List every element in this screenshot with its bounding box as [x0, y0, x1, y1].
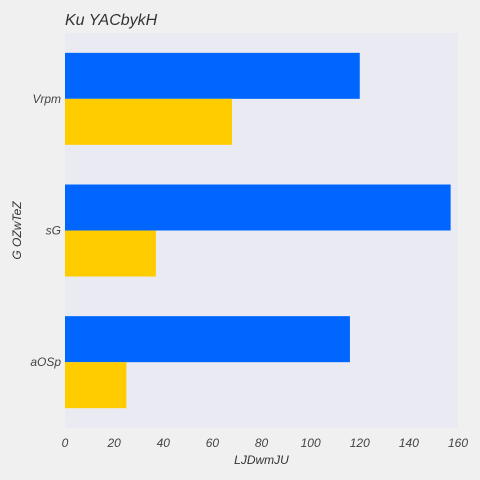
- x-axis-label: LJDwmJU: [234, 453, 289, 467]
- x-tick-label: 80: [255, 436, 269, 450]
- bar-sG-series-1: [65, 184, 451, 231]
- bar-Vrpm-series-2: [65, 98, 233, 145]
- bar-sG-series-2: [65, 230, 156, 277]
- y-tick-label: aOSp: [30, 355, 61, 369]
- bar-aOSp-series-1: [65, 316, 350, 363]
- y-axis-label: G OZwTeZ: [10, 201, 24, 260]
- x-tick-label: 0: [62, 436, 69, 450]
- bar-aOSp-series-2: [65, 362, 127, 409]
- bar-Vrpm-series-1: [65, 52, 360, 99]
- x-tick-label: 120: [350, 436, 370, 450]
- y-tick-label: sG: [46, 224, 61, 238]
- chart-title: Ku YACbykH: [65, 12, 158, 29]
- y-tick-labels: Vrpm sG aOSp: [30, 92, 61, 369]
- x-tick-label: 20: [106, 436, 121, 450]
- bars-group: [65, 52, 451, 409]
- x-tick-labels: 0 20 40 60 80 100 120 140 160: [62, 436, 469, 450]
- x-tick-label: 100: [301, 436, 321, 450]
- x-tick-label: 160: [448, 436, 468, 450]
- x-tick-label: 60: [206, 436, 220, 450]
- x-tick-label: 140: [399, 436, 419, 450]
- y-tick-label: Vrpm: [33, 92, 61, 106]
- x-tick-label: 40: [157, 436, 171, 450]
